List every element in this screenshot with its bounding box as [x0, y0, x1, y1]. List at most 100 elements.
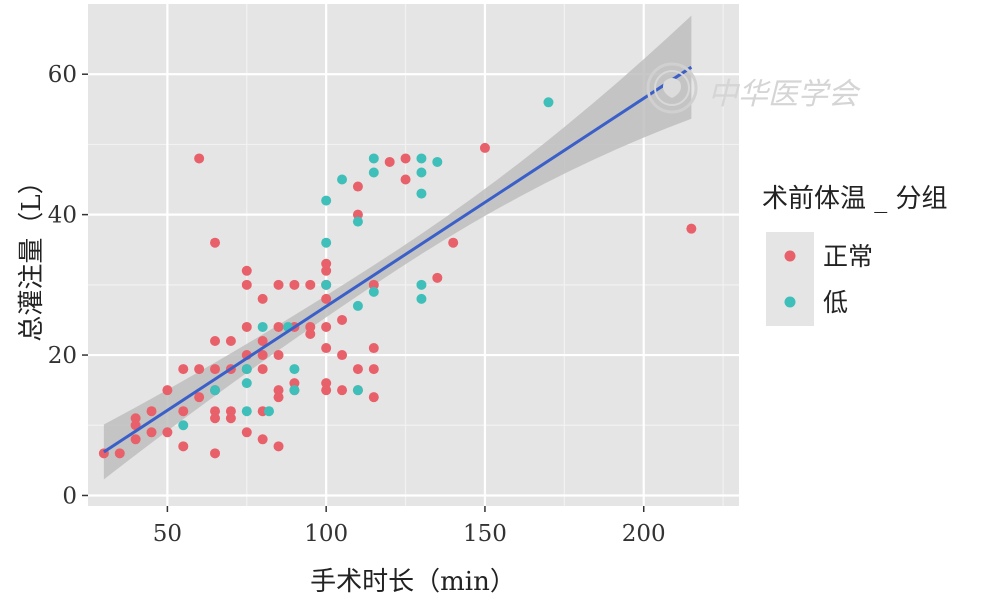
- point-normal: [210, 364, 221, 375]
- point-normal: [289, 279, 300, 290]
- watermark-seal: [646, 62, 698, 114]
- trend-line: [103, 65, 693, 454]
- point-normal: [321, 265, 332, 276]
- point-normal: [241, 279, 252, 290]
- point-normal: [368, 364, 379, 375]
- point-low: [368, 153, 379, 164]
- point-normal: [130, 413, 141, 424]
- point-low: [337, 174, 348, 185]
- x-tick-label: 150: [463, 521, 507, 547]
- point-normal: [257, 364, 268, 375]
- point-normal: [194, 364, 205, 375]
- point-normal: [321, 321, 332, 332]
- point-normal: [225, 406, 236, 417]
- point-normal: [194, 153, 205, 164]
- point-normal: [273, 350, 284, 361]
- data-points: [98, 97, 697, 459]
- point-low: [264, 406, 275, 417]
- x-tick-label: 100: [304, 521, 348, 547]
- point-low: [416, 188, 427, 199]
- point-normal: [321, 385, 332, 396]
- y-tick-label: 20: [48, 343, 77, 369]
- y-axis-title: 总灌注量（L）: [17, 168, 47, 341]
- point-normal: [241, 265, 252, 276]
- point-normal: [305, 328, 316, 339]
- x-tick-label: 50: [153, 521, 182, 547]
- point-low: [178, 420, 189, 431]
- point-normal: [368, 343, 379, 354]
- point-normal: [225, 336, 236, 347]
- point-normal: [368, 279, 379, 290]
- point-normal: [305, 279, 316, 290]
- point-normal: [321, 293, 332, 304]
- point-normal: [352, 364, 363, 375]
- legend-label-low: 低: [823, 288, 848, 317]
- point-normal: [162, 385, 173, 396]
- point-normal: [178, 406, 189, 417]
- point-normal: [352, 209, 363, 220]
- legend-key-low: [784, 296, 796, 308]
- point-normal: [479, 142, 490, 153]
- point-normal: [210, 336, 221, 347]
- point-low: [416, 293, 427, 304]
- point-normal: [321, 378, 332, 389]
- legend-key-normal: [784, 250, 796, 262]
- point-low: [432, 156, 443, 167]
- point-normal: [114, 448, 125, 459]
- point-low: [321, 237, 332, 248]
- point-low: [321, 279, 332, 290]
- point-normal: [337, 350, 348, 361]
- point-normal: [400, 153, 411, 164]
- point-normal: [210, 448, 221, 459]
- x-tick-label: 200: [622, 521, 666, 547]
- x-axis: 50 100 150 200: [153, 506, 666, 547]
- y-tick-label: 40: [48, 203, 77, 229]
- point-normal: [321, 258, 332, 269]
- watermark: 中华医学会: [646, 62, 861, 114]
- point-low: [416, 167, 427, 178]
- point-normal: [178, 441, 189, 452]
- point-normal: [162, 427, 173, 438]
- point-low: [210, 385, 221, 396]
- point-low: [416, 153, 427, 164]
- point-normal: [146, 427, 157, 438]
- point-low: [352, 385, 363, 396]
- y-tick-label: 0: [62, 483, 77, 509]
- point-normal: [448, 237, 459, 248]
- point-normal: [337, 385, 348, 396]
- point-normal: [321, 343, 332, 354]
- point-normal: [686, 223, 697, 234]
- point-low: [241, 364, 252, 375]
- point-normal: [241, 321, 252, 332]
- point-normal: [273, 441, 284, 452]
- legend-label-normal: 正常: [823, 242, 873, 271]
- point-low: [416, 279, 427, 290]
- point-normal: [210, 237, 221, 248]
- y-axis: 0 20 40 60: [48, 62, 88, 509]
- point-normal: [257, 434, 268, 445]
- point-low: [368, 167, 379, 178]
- point-normal: [257, 293, 268, 304]
- point-normal: [400, 174, 411, 185]
- point-normal: [337, 314, 348, 325]
- legend-key-background: [766, 232, 814, 326]
- point-normal: [273, 385, 284, 396]
- point-normal: [130, 434, 141, 445]
- point-normal: [289, 378, 300, 389]
- point-normal: [273, 279, 284, 290]
- point-normal: [194, 392, 205, 403]
- point-low: [241, 406, 252, 417]
- confidence-band-area: [103, 15, 692, 480]
- point-normal: [368, 392, 379, 403]
- point-low: [368, 286, 379, 297]
- point-low: [352, 300, 363, 311]
- point-low: [289, 364, 300, 375]
- point-normal: [210, 413, 221, 424]
- confidence-band: [103, 15, 692, 480]
- point-normal: [257, 350, 268, 361]
- point-normal: [384, 156, 395, 167]
- point-normal: [305, 321, 316, 332]
- point-low: [257, 321, 268, 332]
- point-normal: [146, 406, 157, 417]
